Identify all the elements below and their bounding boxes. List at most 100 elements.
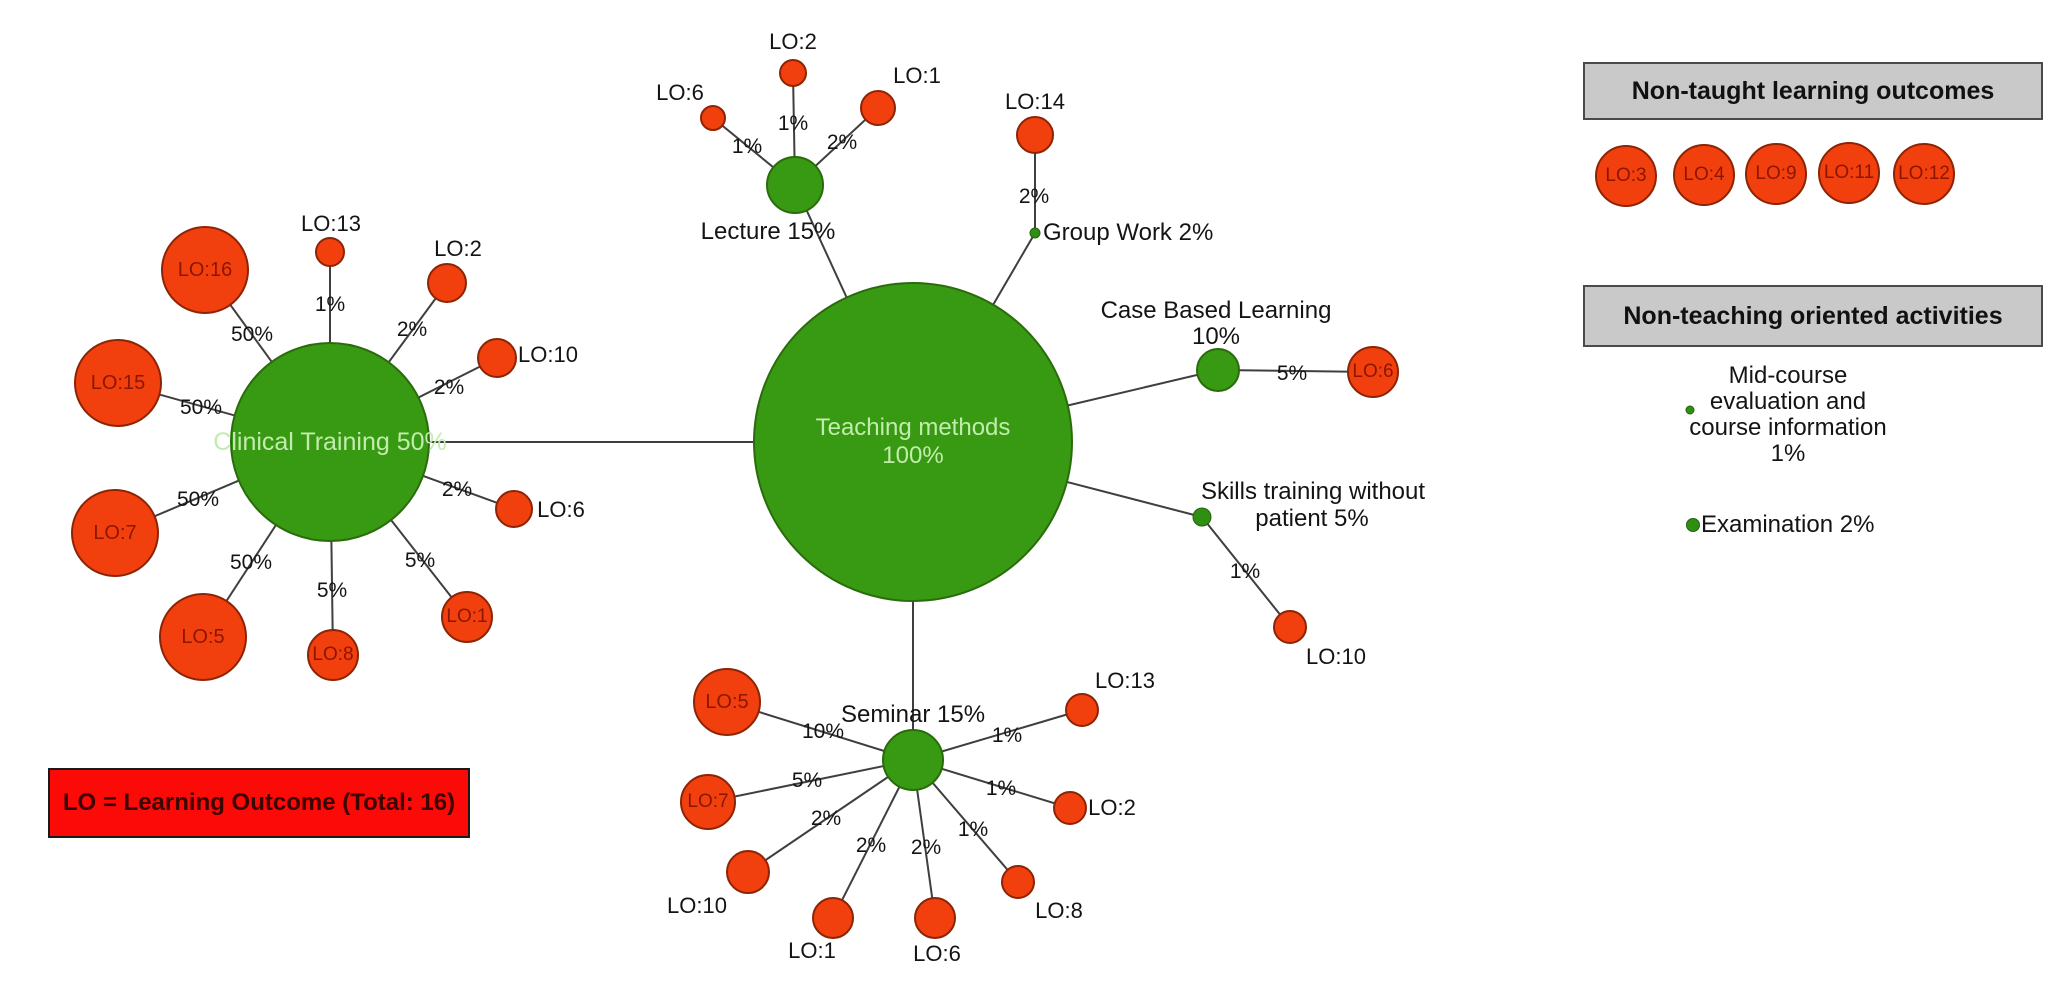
lo-label: LO:6 bbox=[656, 80, 704, 105]
node-lecture bbox=[766, 156, 824, 214]
pct-label: 5% bbox=[404, 549, 436, 572]
lo-label: LO:10 bbox=[667, 893, 727, 918]
node-clinical-lo7: LO:7 bbox=[71, 489, 159, 577]
non-teaching-header: Non-teaching oriented activities bbox=[1583, 285, 2043, 347]
pct-label: 50% bbox=[229, 551, 273, 574]
lo-label: LO:4 bbox=[1683, 164, 1725, 185]
node-seminar-lo10 bbox=[726, 850, 770, 894]
node-clinical-lo10 bbox=[477, 338, 517, 378]
pct-label: 2% bbox=[396, 318, 428, 341]
node-lecture-lo2 bbox=[779, 59, 807, 87]
midcourse-line1: Mid-course bbox=[1728, 362, 1848, 389]
node-seminar-lo5: LO:5 bbox=[693, 668, 761, 736]
node-clinical-lo16: LO:16 bbox=[161, 226, 249, 314]
lo-label: LO:6 bbox=[537, 497, 585, 522]
lo-label: LO:8 bbox=[312, 644, 354, 665]
lecture-label: Lecture 15% bbox=[700, 218, 836, 245]
pct-label: 1% bbox=[777, 112, 809, 135]
lo-label: LO:5 bbox=[705, 690, 749, 713]
node-seminar bbox=[882, 729, 944, 791]
node-nontaught-lo3: LO:3 bbox=[1595, 145, 1657, 207]
node-seminar-lo2 bbox=[1053, 791, 1087, 825]
lo-label: LO:6 bbox=[913, 941, 961, 966]
midcourse-line2: evaluation and bbox=[1709, 388, 1867, 415]
pct-label: 1% bbox=[731, 135, 763, 158]
cbl-label-line2: 10% bbox=[1191, 323, 1241, 350]
pct-label: 2% bbox=[910, 836, 942, 859]
edge bbox=[747, 759, 914, 873]
node-clinical-training: Clinical Training 50% bbox=[213, 342, 447, 542]
node-seminar-lo7: LO:7 bbox=[680, 774, 736, 830]
lo-label: LO:3 bbox=[1605, 165, 1647, 186]
node-skills-training bbox=[1192, 507, 1212, 527]
pct-label: 1% bbox=[1229, 560, 1261, 583]
pct-label: 2% bbox=[1018, 185, 1050, 208]
lo-label: LO:1 bbox=[788, 938, 836, 963]
node-groupwork-lo14 bbox=[1016, 116, 1054, 154]
node-cbl-lo6: LO:6 bbox=[1347, 346, 1399, 398]
node-midcourse-dot bbox=[1685, 405, 1695, 415]
node-clinical-lo13 bbox=[315, 237, 345, 267]
node-nontaught-lo4: LO:4 bbox=[1673, 144, 1735, 206]
lo-label: LO:10 bbox=[518, 342, 578, 367]
node-nontaught-lo11: LO:11 bbox=[1818, 142, 1880, 204]
clinical-training-label: Clinical Training 50% bbox=[213, 428, 447, 456]
pct-label: 50% bbox=[230, 323, 274, 346]
lo-label: LO:8 bbox=[1035, 898, 1083, 923]
lo-label: LO:5 bbox=[181, 625, 225, 648]
pct-label: 1% bbox=[985, 777, 1017, 800]
lo-label: LO:1 bbox=[446, 606, 488, 627]
node-nontaught-lo12: LO:12 bbox=[1893, 143, 1955, 205]
lo-label: LO:13 bbox=[301, 211, 361, 236]
lo-label: LO:15 bbox=[90, 371, 146, 394]
lo-label: LO:12 bbox=[1898, 163, 1950, 184]
lo-legend-box: LO = Learning Outcome (Total: 16) bbox=[48, 768, 470, 838]
cbl-label-line1: Case Based Learning bbox=[1100, 297, 1332, 324]
midcourse-label: Mid-course evaluation and course informa… bbox=[1689, 363, 1886, 467]
teaching-methods-label: Teaching methods 100% bbox=[815, 414, 1011, 469]
node-clinical-lo1: LO:1 bbox=[441, 591, 493, 643]
node-lecture-lo6 bbox=[700, 105, 726, 131]
lo-label: LO:6 bbox=[1352, 361, 1394, 382]
node-examination-dot bbox=[1686, 518, 1700, 532]
edge bbox=[1201, 516, 1291, 628]
pct-label: 1% bbox=[957, 818, 989, 841]
pct-label: 5% bbox=[1276, 362, 1308, 385]
pct-label: 2% bbox=[826, 131, 858, 154]
node-group-work bbox=[1029, 227, 1041, 239]
node-seminar-lo1 bbox=[812, 897, 854, 939]
lo-label: LO:10 bbox=[1306, 644, 1366, 669]
pct-label: 50% bbox=[176, 488, 220, 511]
lo-label: LO:16 bbox=[177, 258, 233, 281]
group-work-label: Group Work 2% bbox=[1043, 219, 1214, 246]
node-clinical-lo8: LO:8 bbox=[307, 629, 359, 681]
skills-label-line2: patient 5% bbox=[1255, 505, 1369, 532]
examination-label: Examination 2% bbox=[1701, 511, 1875, 538]
lo-label: LO:11 bbox=[1823, 162, 1875, 183]
pct-label: 2% bbox=[433, 376, 465, 399]
node-seminar-lo6 bbox=[914, 897, 956, 939]
lo-label: LO:13 bbox=[1095, 668, 1155, 693]
node-teaching-methods: Teaching methods 100% bbox=[753, 282, 1073, 602]
node-nontaught-lo9: LO:9 bbox=[1745, 143, 1807, 205]
non-taught-header: Non-taught learning outcomes bbox=[1583, 62, 2043, 120]
lo-label: LO:2 bbox=[434, 236, 482, 261]
pct-label: 2% bbox=[855, 834, 887, 857]
lo-label: LO:1 bbox=[893, 63, 941, 88]
node-clinical-lo6 bbox=[495, 490, 533, 528]
lo-label: LO:7 bbox=[687, 791, 729, 812]
midcourse-line4: 1% bbox=[1770, 440, 1806, 467]
skills-label-line1: Skills training without bbox=[1200, 478, 1426, 505]
pct-label: 5% bbox=[316, 579, 348, 602]
pct-label: 1% bbox=[314, 293, 346, 316]
pct-label: 5% bbox=[791, 769, 823, 792]
midcourse-line3: course information bbox=[1689, 414, 1887, 441]
node-clinical-lo2 bbox=[427, 263, 467, 303]
node-skills-lo10 bbox=[1273, 610, 1307, 644]
pct-label: 10% bbox=[801, 720, 845, 743]
pct-label: 1% bbox=[991, 724, 1023, 747]
node-seminar-lo13 bbox=[1065, 693, 1099, 727]
node-clinical-lo15: LO:15 bbox=[74, 339, 162, 427]
node-lecture-lo1 bbox=[860, 90, 896, 126]
